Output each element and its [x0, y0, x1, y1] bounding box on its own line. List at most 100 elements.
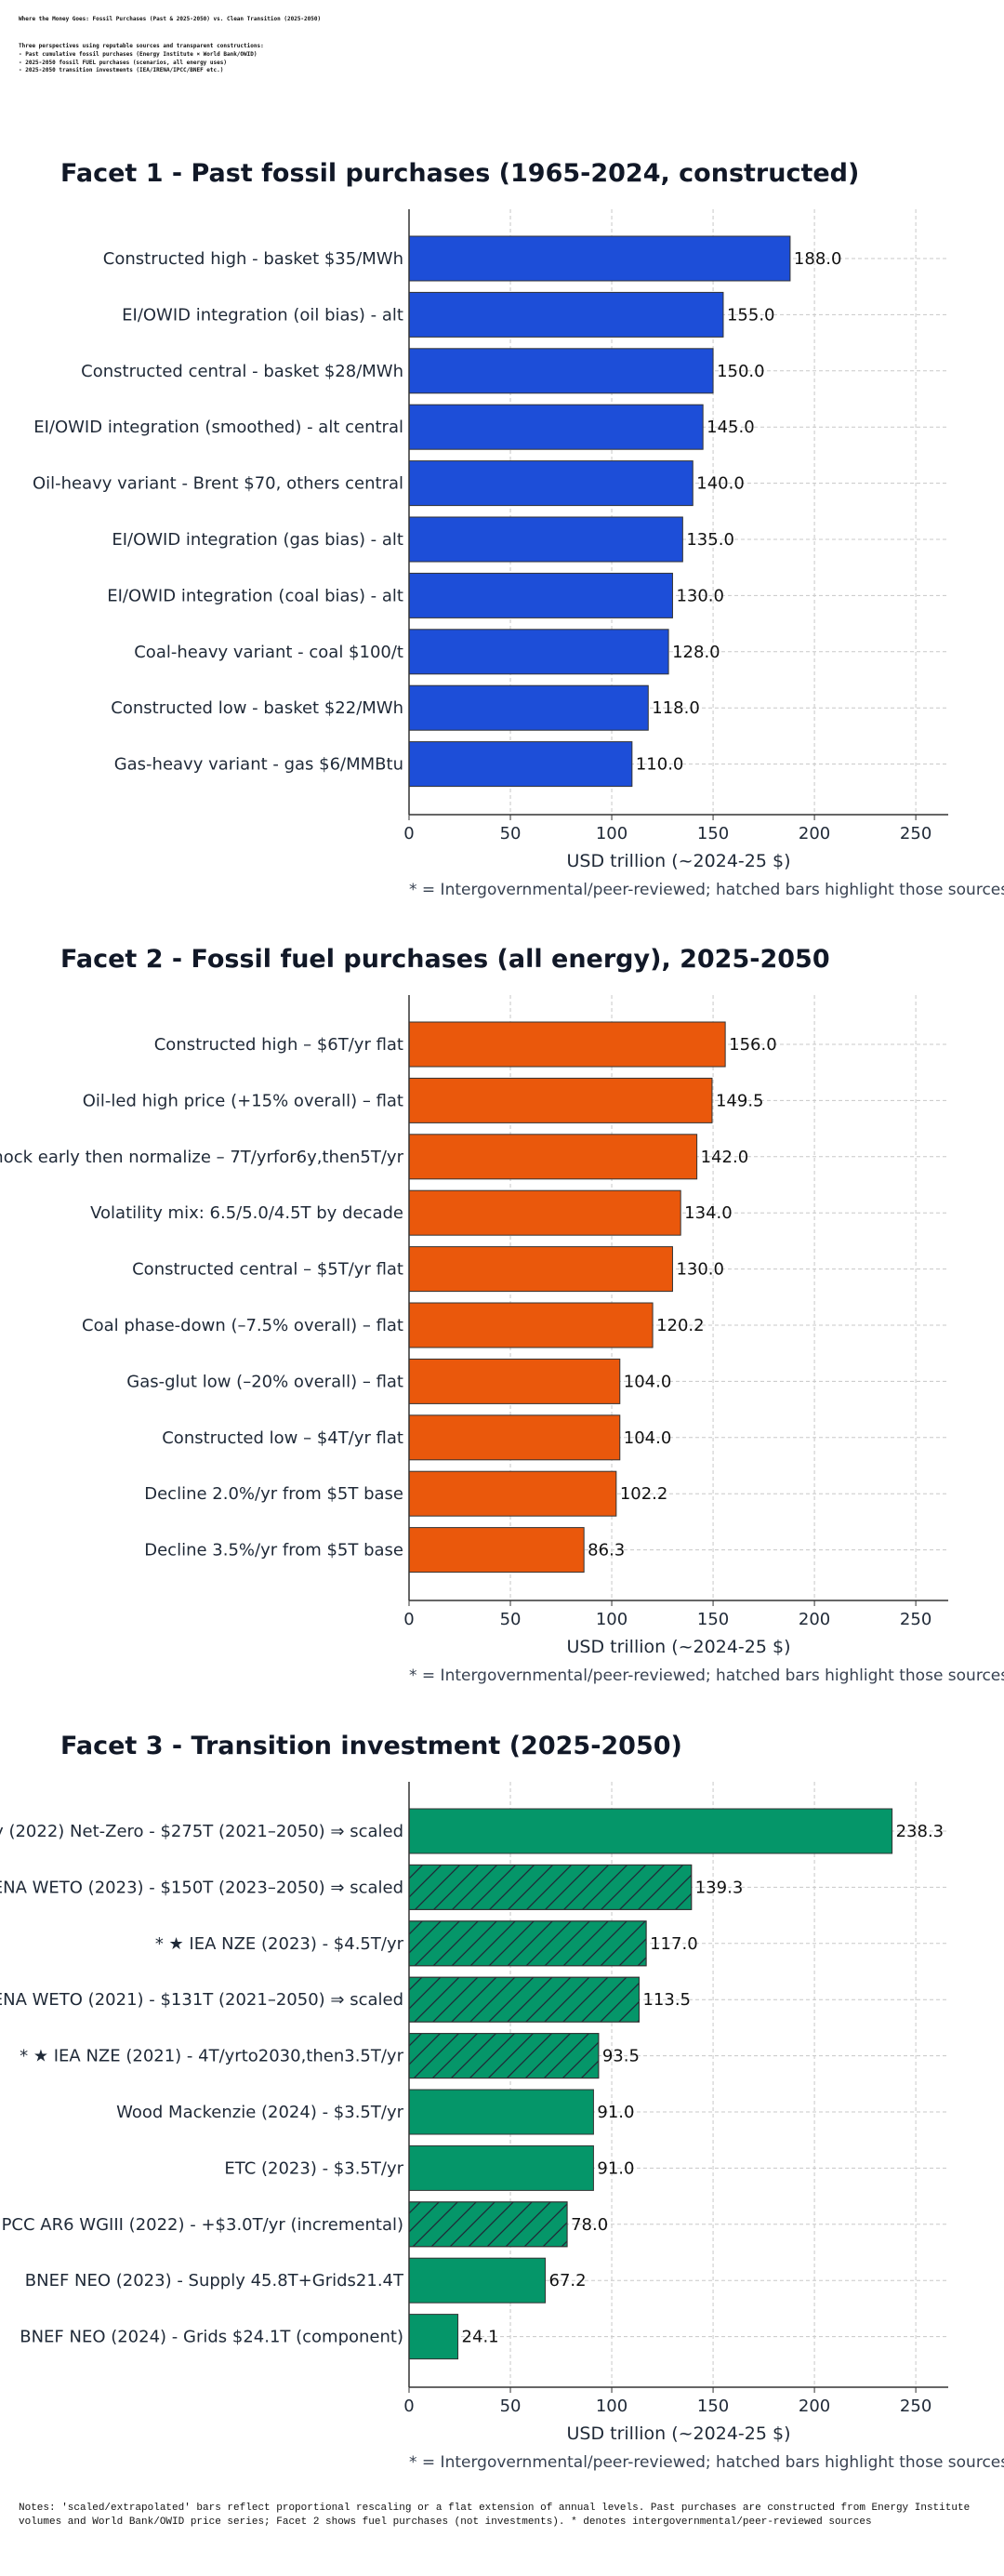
category-label: Decline 2.0%/yr from $5T base: [144, 1484, 403, 1504]
category-label: * ★ IRENA WETO (2021) - $131T (2021–2050…: [0, 1990, 403, 2010]
x-tick-label: 100: [596, 824, 628, 843]
category-label: Constructed low – $4T/yr flat: [162, 1428, 403, 1448]
bar-value-label: 118.0: [652, 698, 700, 718]
category-label: Oil-led high price (+15% overall) – flat: [83, 1091, 403, 1110]
bar: [408, 235, 791, 282]
x-tick-label: 50: [500, 1610, 522, 1629]
bar-value-label: 139.3: [695, 1878, 744, 1897]
category-label: Shock early then normalize – 7T/yrfor6y,…: [0, 1148, 404, 1167]
x-axis-label: USD trillion (~2024-25 $): [567, 851, 791, 871]
category-label: Volatility mix: 6.5/5.0/4.5T by decade: [90, 1203, 403, 1223]
bar: [408, 1358, 621, 1404]
bar-value-label: 188.0: [794, 249, 842, 269]
bar-value-label: 117.0: [650, 1934, 698, 1954]
category-label: EI/OWID integration (oil bias) - alt: [122, 305, 403, 325]
bar: [408, 460, 694, 507]
bar: [408, 348, 714, 394]
x-tick-label: 0: [403, 824, 414, 843]
bar: [408, 1189, 681, 1236]
subtitle-line: - 2025-2050 fossil FUEL purchases (scena…: [19, 60, 227, 66]
bar: [408, 2089, 594, 2135]
bar-hatch: [408, 2033, 600, 2079]
category-label: Decline 3.5%/yr from $5T base: [144, 1541, 403, 1560]
category-label: Constructed central – $5T/yr flat: [132, 1260, 403, 1280]
category-label: Constructed central - basket $28/MWh: [81, 362, 403, 381]
x-tick-label: 50: [500, 824, 522, 843]
x-tick-label: 100: [596, 2397, 628, 2416]
bar-value-label: 104.0: [624, 1372, 672, 1391]
bar-value-label: 149.5: [716, 1091, 764, 1110]
x-axis-label: USD trillion (~2024-25 $): [567, 2423, 791, 2444]
category-label: ETC (2023) - $3.5T/yr: [224, 2158, 403, 2178]
bar-value-label: 150.0: [717, 362, 765, 381]
bar-value-label: 238.3: [896, 1822, 945, 1841]
x-tick-label: 200: [799, 2397, 830, 2416]
bar-value-label: 67.2: [549, 2271, 587, 2291]
bar: [408, 2314, 459, 2360]
x-tick-label: 200: [799, 824, 830, 843]
category-label: Constructed low - basket $22/MWh: [111, 698, 403, 718]
bar-value-label: 102.2: [620, 1484, 668, 1504]
chart-title: Facet 1 - Past fossil purchases (1965-20…: [60, 159, 859, 188]
bar: [408, 1414, 621, 1461]
chart-note: * = Intergovernmental/peer-reviewed; hat…: [409, 2453, 1004, 2472]
category-label: Coal phase-down (–7.5% overall) – flat: [82, 1316, 403, 1335]
category-label: Constructed high – $6T/yr flat: [154, 1035, 403, 1055]
bar: [408, 684, 649, 731]
bar: [408, 741, 633, 788]
bar: [408, 1527, 585, 1573]
bar: [408, 1077, 713, 1123]
chart-title: Facet 3 - Transition investment (2025-20…: [60, 1732, 682, 1760]
x-tick-label: 250: [900, 2397, 931, 2416]
category-label: EI/OWID integration (smoothed) - alt cen…: [33, 418, 403, 437]
bar-value-label: 134.0: [684, 1203, 733, 1223]
category-label: EI/OWID integration (gas bias) - alt: [112, 530, 403, 550]
x-tick-label: 100: [596, 1610, 628, 1629]
bar: [408, 572, 673, 618]
bar-value-label: 86.3: [588, 1541, 625, 1560]
chart-title: Facet 2 - Fossil fuel purchases (all ene…: [60, 945, 830, 974]
subtitle-line: - 2025-2050 transition investments (IEA/…: [19, 67, 224, 73]
category-label: Wood Mackenzie (2024) - $3.5T/yr: [116, 2103, 403, 2122]
category-label: Constructed high - basket $35/MWh: [103, 249, 403, 269]
bar-value-label: 113.5: [642, 1990, 691, 2010]
category-label: BNEF NEO (2024) - Grids $24.1T (componen…: [20, 2328, 403, 2347]
bar-value-label: 155.0: [727, 305, 775, 325]
figure-title: Where the Money Goes: Fossil Purchases (…: [19, 16, 322, 22]
bar-value-label: 110.0: [636, 755, 684, 775]
category-label: EI/OWID integration (coal bias) - alt: [107, 586, 403, 605]
bar-value-label: 78.0: [571, 2215, 608, 2235]
category-label: * ★ IPCC AR6 WGIII (2022) - +$3.0T/yr (i…: [0, 2215, 403, 2235]
category-label: Coal-heavy variant - coal $100/t: [134, 643, 403, 662]
x-tick-label: 0: [403, 2397, 414, 2416]
x-tick-label: 50: [500, 2397, 522, 2416]
subtitle-line: Three perspectives using reputable sourc…: [19, 43, 264, 49]
category-label: BNEF NEO (2023) - Supply 45.8T+Grids21.4…: [25, 2271, 404, 2291]
x-tick-label: 0: [403, 1610, 414, 1629]
bar-value-label: 135.0: [686, 530, 734, 550]
category-label: Oil-heavy variant - Brent $70, others ce…: [33, 474, 403, 494]
x-tick-label: 150: [697, 1610, 729, 1629]
bar-hatch: [408, 2201, 568, 2248]
bar-value-label: 142.0: [701, 1148, 749, 1167]
bar: [408, 1134, 698, 1180]
bar: [408, 629, 669, 675]
bar-value-label: 156.0: [729, 1035, 777, 1055]
chart-note: * = Intergovernmental/peer-reviewed; hat…: [409, 1666, 1004, 1685]
bar-value-label: 145.0: [707, 418, 755, 437]
bar: [408, 2144, 594, 2191]
bar-value-label: 104.0: [624, 1428, 672, 1448]
bar-value-label: 91.0: [597, 2158, 634, 2178]
bar: [408, 291, 724, 338]
category-label: * ★ IEA NZE (2023) - $4.5T/yr: [155, 1934, 404, 1954]
bar: [408, 1246, 673, 1293]
bar-hatch: [408, 1920, 647, 1967]
bar: [408, 1302, 654, 1348]
x-tick-label: 150: [697, 824, 729, 843]
category-label: Gas-glut low (–20% overall) – flat: [126, 1372, 403, 1391]
category-label: Gas-heavy variant - gas $6/MMBtu: [114, 755, 403, 775]
subtitle-line: - Past cumulative fossil purchases (Ener…: [19, 51, 258, 58]
category-label: * ★ IRENA WETO (2023) - $150T (2023–2050…: [0, 1878, 403, 1897]
bar-hatch: [408, 1976, 640, 2023]
